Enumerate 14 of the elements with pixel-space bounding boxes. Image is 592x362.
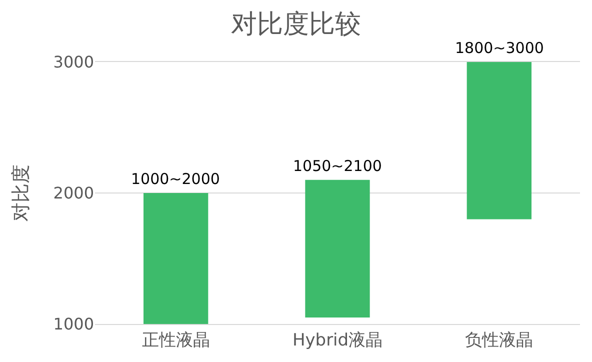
y-tick-label: 1000 xyxy=(53,314,94,334)
bar xyxy=(466,62,532,220)
annotation: 1800~3000 xyxy=(455,39,544,57)
bar xyxy=(144,193,208,324)
x-tick-label: Hybrid液晶 xyxy=(292,330,383,350)
chart-title: 对比度比较 xyxy=(231,10,361,40)
x-tick-label: 正性液晶 xyxy=(142,330,210,350)
annotation: 1000~2000 xyxy=(131,170,220,188)
annotation: 1050~2100 xyxy=(293,157,382,175)
bar xyxy=(305,180,370,318)
y-tick-label: 3000 xyxy=(53,52,94,72)
y-tick-label: 2000 xyxy=(53,184,94,203)
x-tick-label: 负性液晶 xyxy=(465,330,534,350)
y-axis-title: 对比度 xyxy=(10,164,32,222)
